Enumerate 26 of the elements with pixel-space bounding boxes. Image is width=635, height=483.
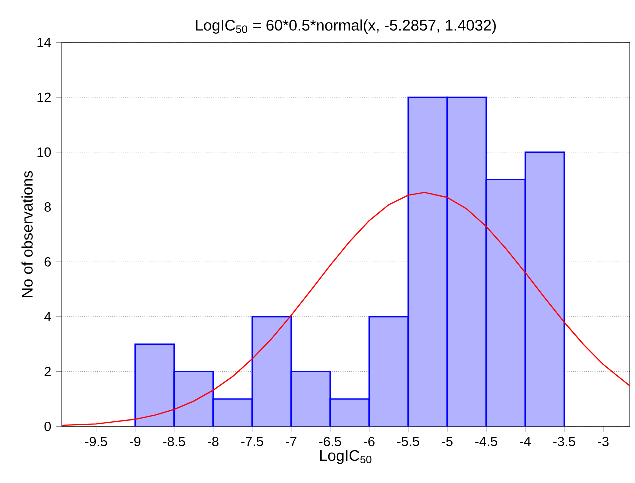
x-tick-label: -9.5 bbox=[85, 437, 108, 447]
x-tick-label: -4.5 bbox=[476, 437, 498, 446]
y-tick-label: 6 bbox=[44, 257, 52, 267]
x-axis-title: LogIC$_{50}$ bbox=[320, 450, 372, 464]
x-tick-label: -8 bbox=[208, 437, 219, 447]
x-tick-label: -6.5 bbox=[319, 437, 342, 447]
y-tick-label: 4 bbox=[44, 312, 52, 322]
x-tick-label: -6 bbox=[364, 437, 375, 447]
line-series bbox=[62, 192, 630, 426]
x-tick-label: -5.5 bbox=[398, 437, 420, 446]
y-tick-label: 0 bbox=[44, 422, 52, 432]
y-tick-label: 14 bbox=[38, 38, 52, 48]
chart-title: LogIC$_{50}$ = 60*0.5*normal(x, -5.2857, 1.4032) bbox=[196, 20, 496, 34]
y-tick-label: 10 bbox=[38, 148, 52, 158]
y-tick-label: 2 bbox=[44, 367, 51, 376]
y-axis-title: No of observations bbox=[22, 171, 33, 298]
x-tick-label: -3 bbox=[598, 437, 609, 447]
x-tick-label: -7.5 bbox=[241, 437, 264, 446]
y-tick-label: 8 bbox=[44, 202, 52, 212]
x-tick-label: -7 bbox=[286, 437, 297, 446]
x-tick-label: -4 bbox=[520, 437, 531, 446]
x-tick-label: -8.5 bbox=[163, 437, 186, 447]
y-tick-label: 12 bbox=[38, 92, 51, 102]
x-tick-label: -9 bbox=[130, 437, 141, 447]
x-tick-label: -3.5 bbox=[554, 437, 576, 447]
x-tick-label: -5 bbox=[442, 437, 453, 446]
